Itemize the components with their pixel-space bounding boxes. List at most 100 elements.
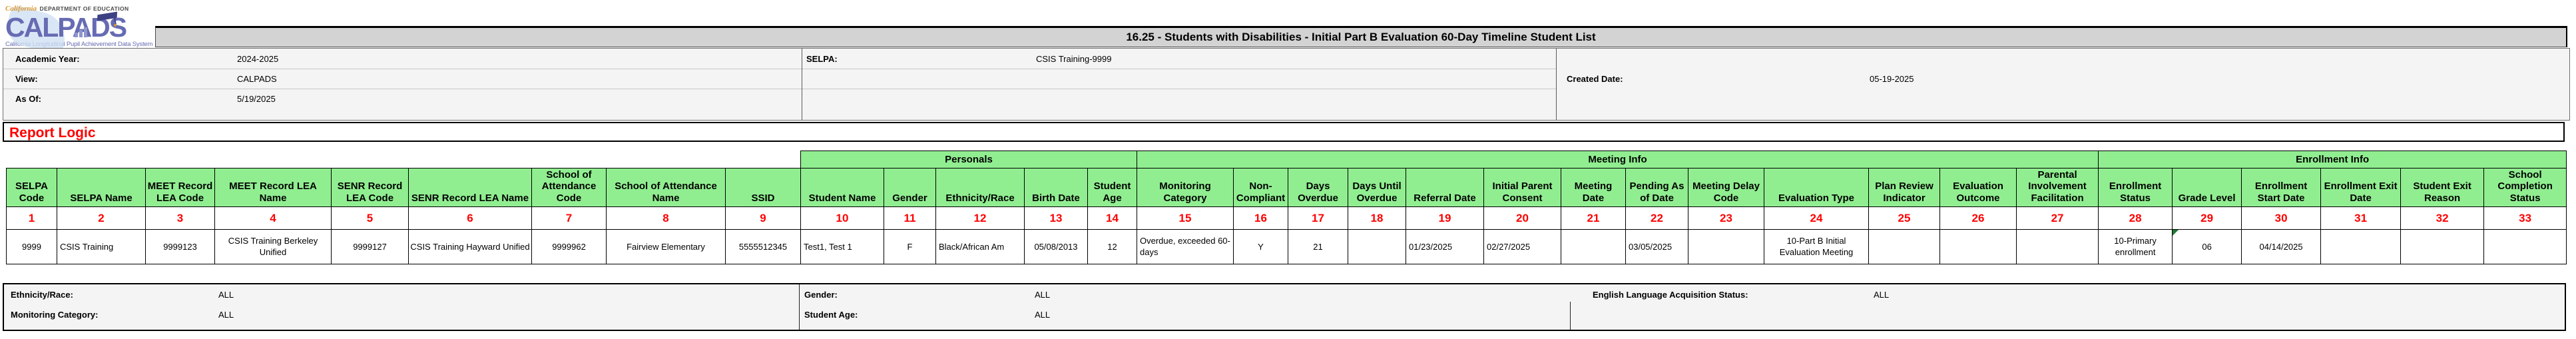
as-of-value: 5/19/2025 [237, 94, 276, 104]
data-cell-text: 9999 [22, 241, 41, 252]
column-header-meet-record-lea-code: MEET Record LEA Code [145, 167, 215, 208]
column-number-5: 5 [331, 206, 409, 230]
column-header-school-completion-status: School Completion Status [2483, 167, 2567, 208]
report-logic-box: Report Logic [3, 122, 2565, 142]
data-cell-enrollment-start-date: 04/14/2025 [2241, 229, 2322, 265]
report-title: 16.25 - Students with Disabilities - Ini… [1126, 31, 1596, 43]
data-cell-school-of-attendance-name: Fairview Elementary [606, 229, 726, 265]
column-number-2: 2 [57, 206, 146, 230]
report-logic-heading: Report Logic [9, 125, 96, 141]
column-header-enrollment-status: Enrollment Status [2098, 167, 2173, 208]
data-cell-monitoring-category: Overdue, exceeded 60-days [1137, 229, 1234, 265]
column-number-27: 27 [2015, 206, 2099, 230]
column-number-22: 22 [1625, 206, 1688, 230]
data-cell-text: Fairview Elementary [627, 241, 705, 252]
data-cell-text: CSIS Training Berkeley Unified [228, 236, 318, 257]
department-line: California DEPARTMENT OF EDUCATION [5, 2, 156, 14]
column-header-birth-date: Birth Date [1024, 167, 1088, 208]
column-header-enrollment-exit-date: Enrollment Exit Date [2320, 167, 2402, 208]
student-list-table-wrap: Personals Meeting Info Enrollment Info SELP… [6, 151, 2567, 265]
column-number-7: 7 [531, 206, 607, 230]
column-number-30: 30 [2241, 206, 2322, 230]
data-cell-text: CSIS Training [60, 241, 114, 252]
column-number-6: 6 [408, 206, 532, 230]
gender-filter-value: ALL [1035, 290, 1051, 300]
column-number-14: 14 [1087, 206, 1137, 230]
created-date-label: Created Date: [1567, 74, 1623, 84]
data-cell-senr-record-lea-name: CSIS Training Hayward Unified [408, 229, 532, 265]
column-number-33: 33 [2483, 206, 2567, 230]
data-cell-evaluation-type: 10-Part B Initial Evaluation Meeting [1764, 229, 1869, 265]
column-header-evaluation-type: Evaluation Type [1764, 167, 1869, 208]
data-cell-text: 21 [1313, 241, 1323, 252]
column-header-student-exit-reason: Student Exit Reason [2400, 167, 2485, 208]
bar-chart-icon [75, 27, 87, 37]
column-number-32: 32 [2400, 206, 2485, 230]
column-number-9: 9 [725, 206, 801, 230]
group-header-enrollment-info: Enrollment Info [2098, 151, 2567, 169]
data-cell-text: 06 [2202, 241, 2212, 252]
column-header-meeting-date: Meeting Date [1561, 167, 1626, 208]
column-number-31: 31 [2320, 206, 2402, 230]
data-cell-birth-date: 05/08/2013 [1024, 229, 1088, 265]
column-header-days-overdue: Days Overdue [1288, 167, 1348, 208]
column-number-25: 25 [1868, 206, 1940, 230]
column-header-student-age: Student Age [1087, 167, 1137, 208]
column-number-12: 12 [935, 206, 1025, 230]
column-header-school-of-attendance-name: School of Attendance Name [606, 167, 726, 208]
column-header-non-compliant: Non-Compliant [1233, 167, 1288, 208]
column-header-meet-record-lea-name: MEET Record LEA Name [214, 167, 332, 208]
data-cell-school-of-attendance-code: 9999962 [531, 229, 607, 265]
data-cell-meet-record-lea-name: CSIS Training Berkeley Unified [214, 229, 332, 265]
data-cell-text: CSIS Training Hayward Unified [410, 241, 530, 252]
column-header-pending-as-of-date: Pending As of Date [1625, 167, 1688, 208]
data-cell-selpa-name: CSIS Training [57, 229, 146, 265]
column-number-23: 23 [1688, 206, 1764, 230]
group-header-spacer [6, 151, 801, 169]
department-line-prefix: California [5, 5, 37, 13]
column-number-11: 11 [884, 206, 936, 230]
column-number-29: 29 [2172, 206, 2242, 230]
column-divider [799, 284, 800, 330]
data-cell-text: 10-Primary enrollment [2114, 236, 2157, 257]
department-line-text: DEPARTMENT OF EDUCATION [39, 5, 129, 12]
data-cell-text: Y [1258, 241, 1264, 252]
data-cell-text: Test1, Test 1 [804, 241, 852, 252]
data-cell-text: 01/23/2025 [1409, 241, 1453, 252]
data-cell-non-compliant: Y [1233, 229, 1288, 265]
academic-year-label: Academic Year: [15, 54, 80, 64]
column-header-monitoring-category: Monitoring Category [1137, 167, 1234, 208]
column-number-26: 26 [1939, 206, 2017, 230]
created-date-value: 05-19-2025 [1870, 74, 1914, 84]
gender-filter-label: Gender: [804, 290, 838, 300]
data-cell-meeting-delay-code [1688, 229, 1764, 265]
as-of-label: As Of: [15, 94, 41, 104]
column-header-enrollment-start-date: Enrollment Start Date [2241, 167, 2322, 208]
data-cell-plan-review-indicator [1868, 229, 1940, 265]
group-header-meeting-info: Meeting Info [1136, 151, 2099, 169]
column-header-meeting-delay-code: Meeting Delay Code [1688, 167, 1764, 208]
academic-year-value: 2024-2025 [237, 54, 279, 64]
student-age-filter-value: ALL [1035, 310, 1051, 320]
column-divider [1570, 302, 1571, 330]
view-label: View: [15, 74, 38, 84]
elas-filter-value: ALL [1874, 290, 1890, 300]
data-cell-days-overdue: 21 [1288, 229, 1348, 265]
data-cell-text: 02/27/2025 [1487, 241, 1531, 252]
column-header-senr-record-lea-name: SENR Record LEA Name [408, 167, 532, 208]
column-number-19: 19 [1406, 206, 1484, 230]
column-header-selpa-code: SELPA Code [6, 167, 57, 208]
calpads-logo: California DEPARTMENT OF EDUCATION CALPA… [3, 2, 156, 56]
data-cell-gender: F [884, 229, 936, 265]
column-header-school-of-attendance-code: School of Attendance Code [531, 167, 607, 208]
column-header-evaluation-outcome: Evaluation Outcome [1939, 167, 2017, 208]
data-cell-text: 04/14/2025 [2259, 241, 2303, 252]
data-cell-school-completion-status [2483, 229, 2567, 265]
data-cell-referral-date: 01/23/2025 [1406, 229, 1484, 265]
graduation-cap-tassel-icon [114, 24, 117, 27]
column-number-1: 1 [6, 206, 57, 230]
student-list-table: Personals Meeting Info Enrollment Info SELP… [6, 151, 2567, 265]
data-cell-text: 10-Part B Initial Evaluation Meeting [1779, 236, 1854, 257]
data-cell-selpa-code: 9999 [6, 229, 57, 265]
column-number-13: 13 [1024, 206, 1088, 230]
